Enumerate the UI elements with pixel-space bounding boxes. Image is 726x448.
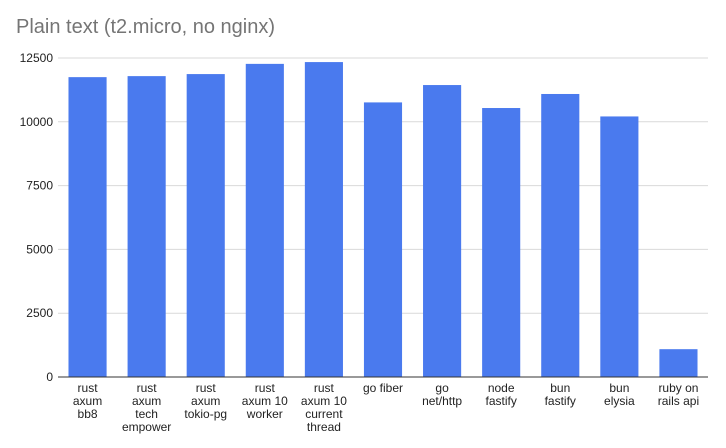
y-tick-label: 10000 bbox=[20, 115, 54, 129]
bar bbox=[186, 74, 225, 377]
bars bbox=[68, 62, 698, 378]
x-category-label: rust axum bb8 bbox=[73, 381, 102, 421]
x-category-label: rust axum tech empower bbox=[122, 381, 171, 434]
y-tick-label: 0 bbox=[46, 370, 53, 384]
x-category-label: bun fastify bbox=[545, 381, 576, 408]
y-axis-tick-labels: 0 2500 5000 7500 10000 12500 bbox=[20, 51, 54, 384]
bar bbox=[600, 116, 639, 378]
bar bbox=[363, 102, 403, 378]
bar bbox=[127, 76, 166, 377]
x-category-label: bun elysia bbox=[604, 381, 635, 408]
bar bbox=[659, 349, 698, 377]
x-category-label: rust axum 10 current thread bbox=[301, 381, 347, 434]
y-tick-label: 7500 bbox=[26, 179, 53, 193]
bar bbox=[68, 77, 107, 377]
x-category-label: go fiber bbox=[363, 381, 403, 395]
bar bbox=[423, 85, 462, 377]
x-category-label: go net/http bbox=[422, 381, 462, 408]
x-category-label: ruby on rails api bbox=[658, 381, 699, 408]
y-tick-label: 12500 bbox=[20, 51, 54, 65]
x-category-label: rust axum 10 worker bbox=[242, 381, 288, 421]
bar bbox=[245, 63, 284, 377]
y-tick-label: 5000 bbox=[26, 242, 53, 256]
x-category-label: rust axum tokio-pg bbox=[184, 381, 227, 421]
x-axis-category-labels: rust axum bb8 rust axum tech empower rust axum to… bbox=[73, 381, 699, 434]
bar bbox=[304, 62, 343, 378]
chart-title: Plain text (t2.micro, no nginx) bbox=[16, 16, 275, 38]
y-tick-label: 2500 bbox=[26, 306, 53, 320]
x-category-label: node fastify bbox=[486, 381, 517, 408]
bar bbox=[482, 108, 521, 378]
bar bbox=[541, 93, 580, 377]
